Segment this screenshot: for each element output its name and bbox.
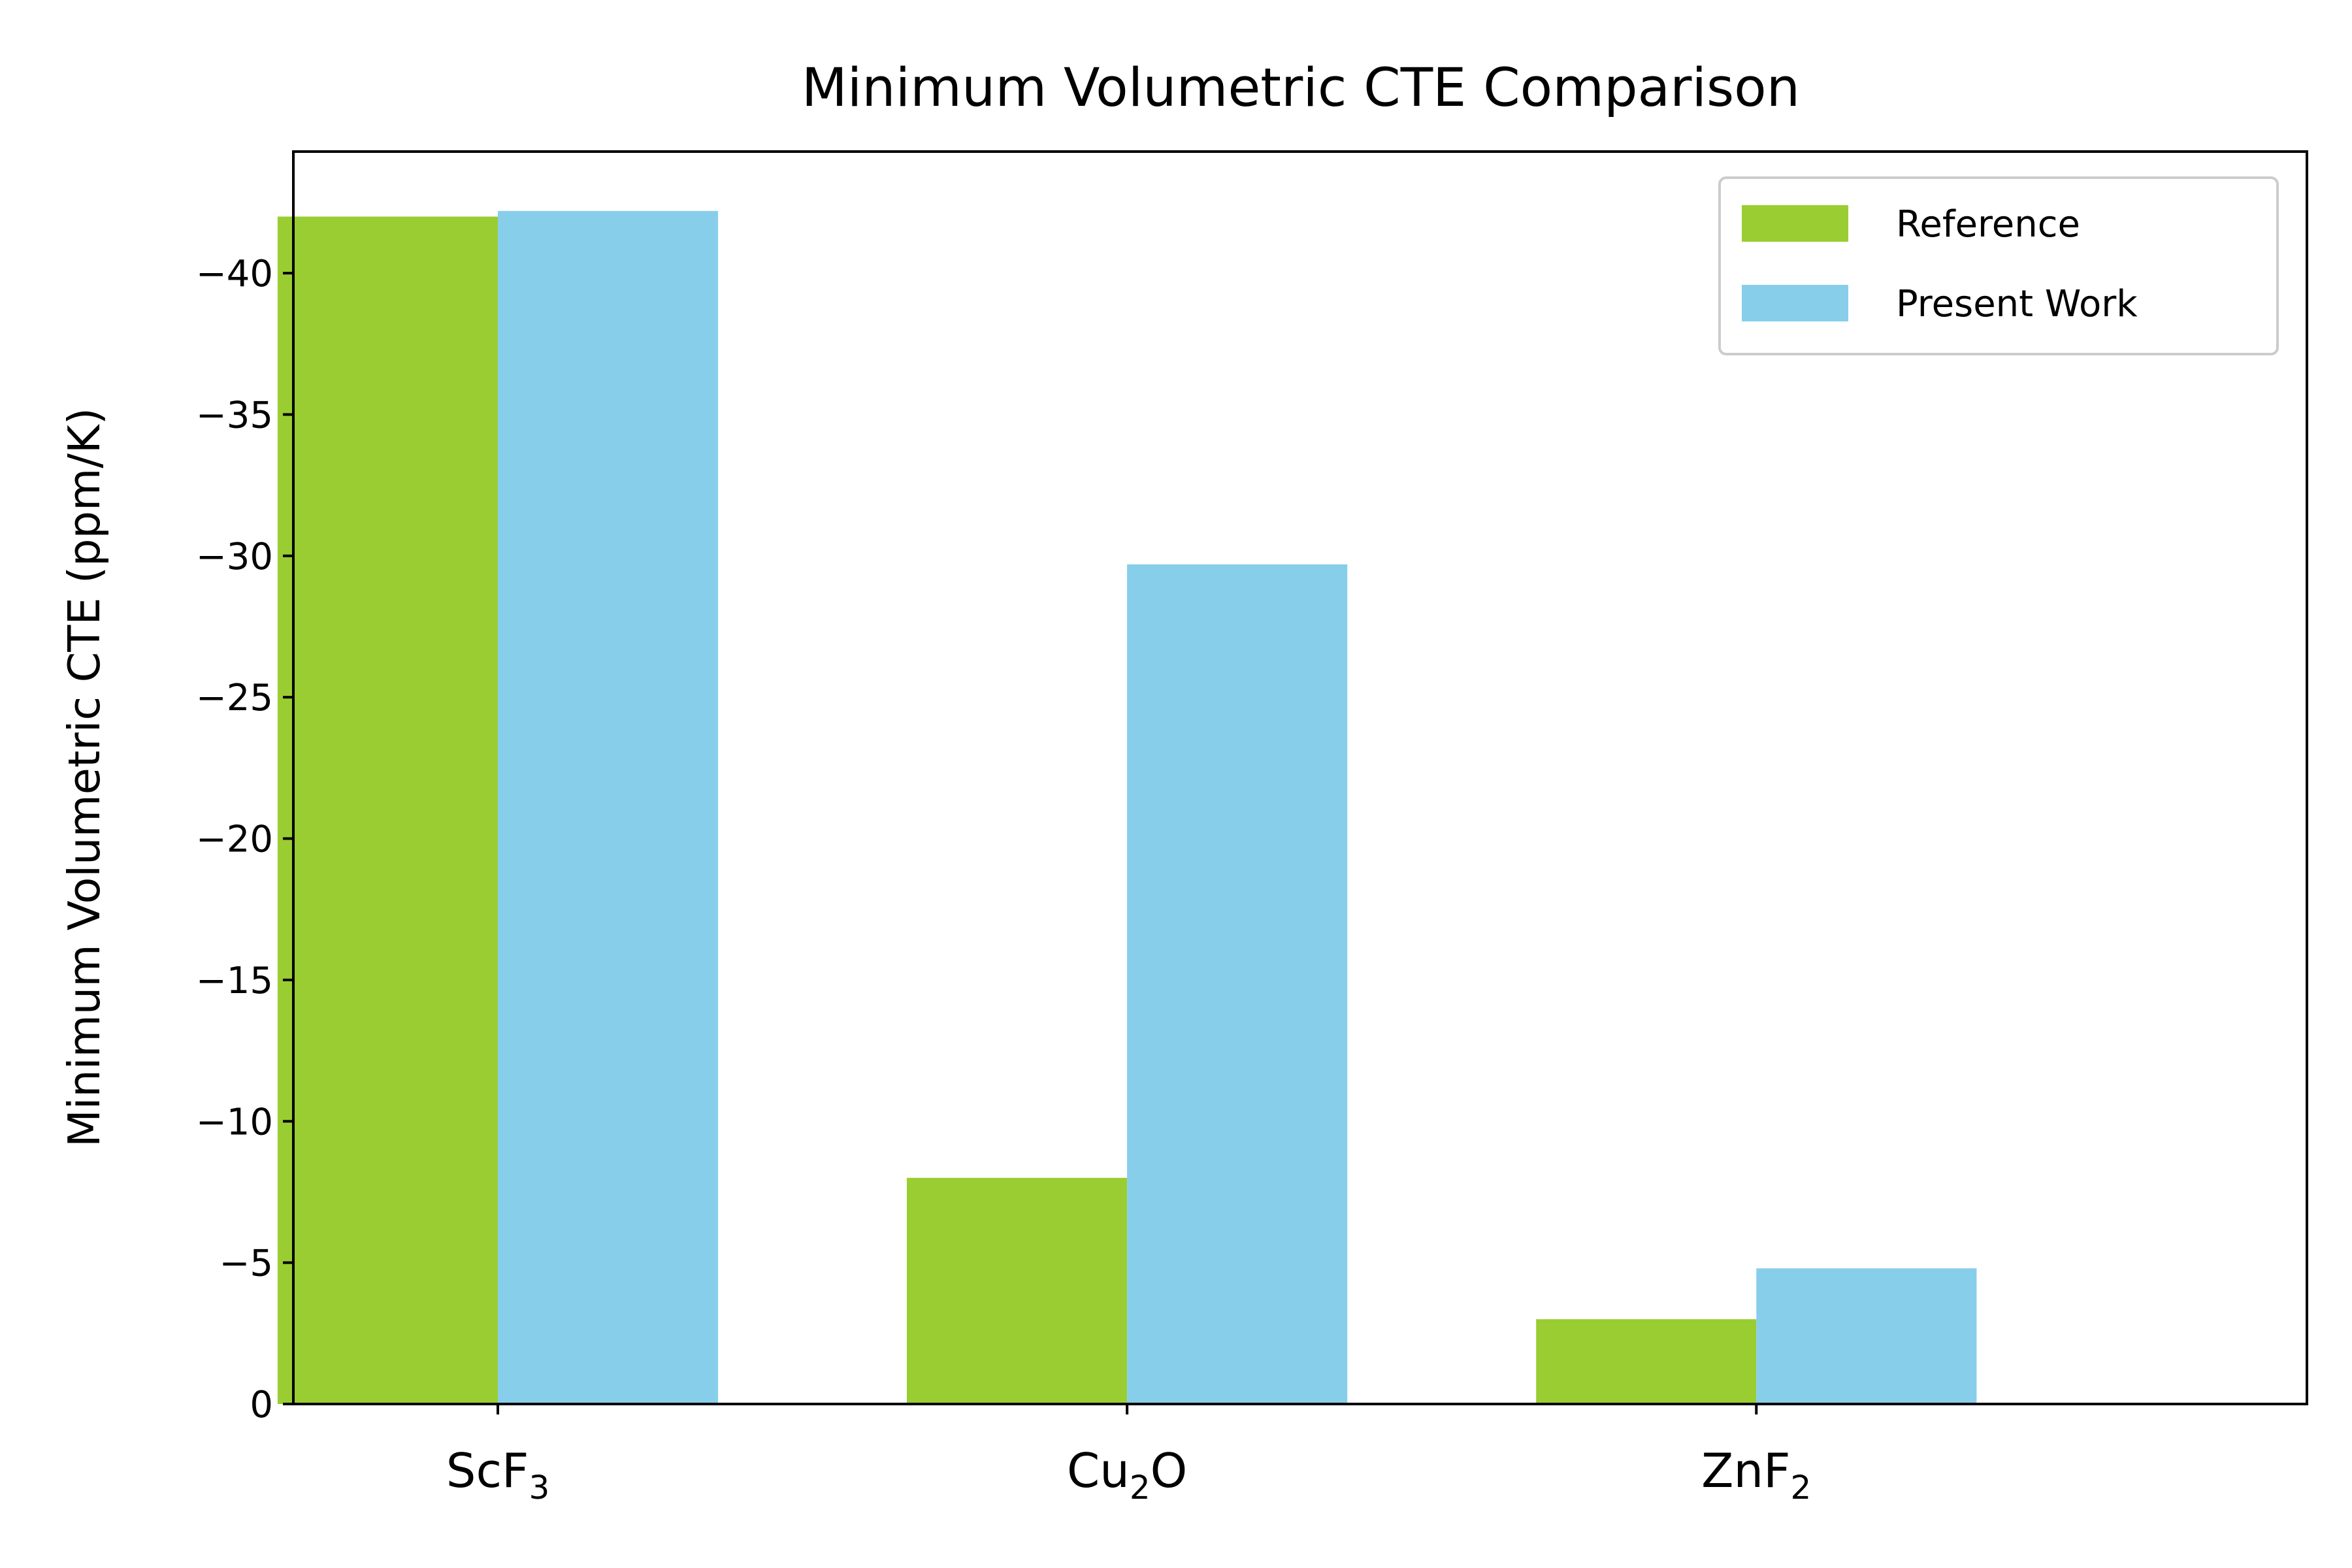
bar-present-work-2 <box>1756 1268 1977 1404</box>
y-tick-label: −5 <box>219 1243 273 1285</box>
y-tick-label: −10 <box>196 1101 273 1143</box>
bar-reference-0 <box>277 216 498 1404</box>
y-axis: 0 −5 −10 −15 −20 −25 −30 −35 −40 <box>196 253 293 1426</box>
x-tick-label: ZnF2 <box>1701 1443 1811 1507</box>
x-tick-label: ScF3 <box>446 1443 550 1507</box>
y-tick-label: −30 <box>196 536 273 578</box>
y-tick-label: −40 <box>196 253 273 295</box>
legend-box <box>1718 176 2279 355</box>
y-tick-label: −20 <box>196 819 273 861</box>
legend: Reference Present Work <box>1718 176 2279 355</box>
y-tick-label: 0 <box>250 1384 273 1426</box>
bar-present-work-0 <box>498 210 719 1404</box>
x-axis: ScF3 Cu2O ZnF2 <box>446 1404 1811 1507</box>
legend-label: Reference <box>1896 203 2080 246</box>
bar-reference-2 <box>1536 1319 1757 1404</box>
y-axis-label: Minimum Volumetric CTE (ppm/K) <box>59 408 110 1147</box>
y-tick-label: −35 <box>196 394 273 436</box>
plot-frame <box>292 150 2308 1405</box>
bar-reference-1 <box>907 1177 1128 1404</box>
y-tick-label: −15 <box>196 960 273 1002</box>
y-tick-label: −25 <box>196 677 273 719</box>
x-tick-label: Cu2O <box>1067 1443 1187 1507</box>
legend-label: Present Work <box>1896 283 2138 325</box>
bars-group <box>277 210 1977 1404</box>
legend-swatch <box>1742 205 1848 242</box>
legend-swatch <box>1742 285 1848 321</box>
chart-title: Minimum Volumetric CTE Comparison <box>802 57 1800 119</box>
bar-present-work-1 <box>1127 564 1348 1404</box>
